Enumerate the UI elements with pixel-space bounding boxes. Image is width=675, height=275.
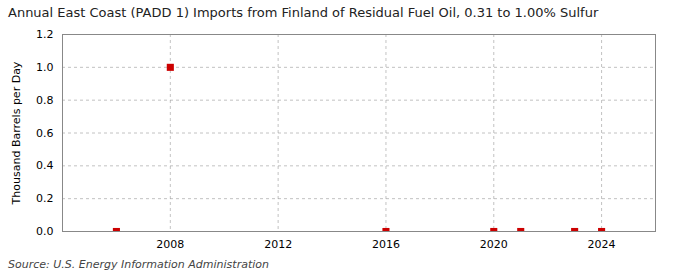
svg-text:0.4: 0.4 [36,159,54,172]
svg-text:2012: 2012 [264,238,292,251]
html-text:Annual East Coast (PADD 1) Imp: Annual East Coast (PADD 1) Imports from … [8,5,599,20]
svg-text:0.0: 0.0 [36,225,54,238]
svg-text:2016: 2016 [372,238,400,251]
svg-text:0.6: 0.6 [36,127,54,140]
svg-text:2008: 2008 [156,238,184,251]
svg-text:Thousand Barrels per Day: Thousand Barrels per Day [10,61,23,205]
svg-text:1.2: 1.2 [36,28,54,41]
svg-text:2020: 2020 [480,238,508,251]
svg-text:0.2: 0.2 [36,192,54,205]
svg-text:2024: 2024 [588,238,616,251]
svg-text:1.0: 1.0 [36,61,54,74]
html-text:Source: U.S. Energy Informatio: Source: U.S. Energy Information Administ… [8,258,269,271]
svg-text:0.8: 0.8 [36,94,54,107]
